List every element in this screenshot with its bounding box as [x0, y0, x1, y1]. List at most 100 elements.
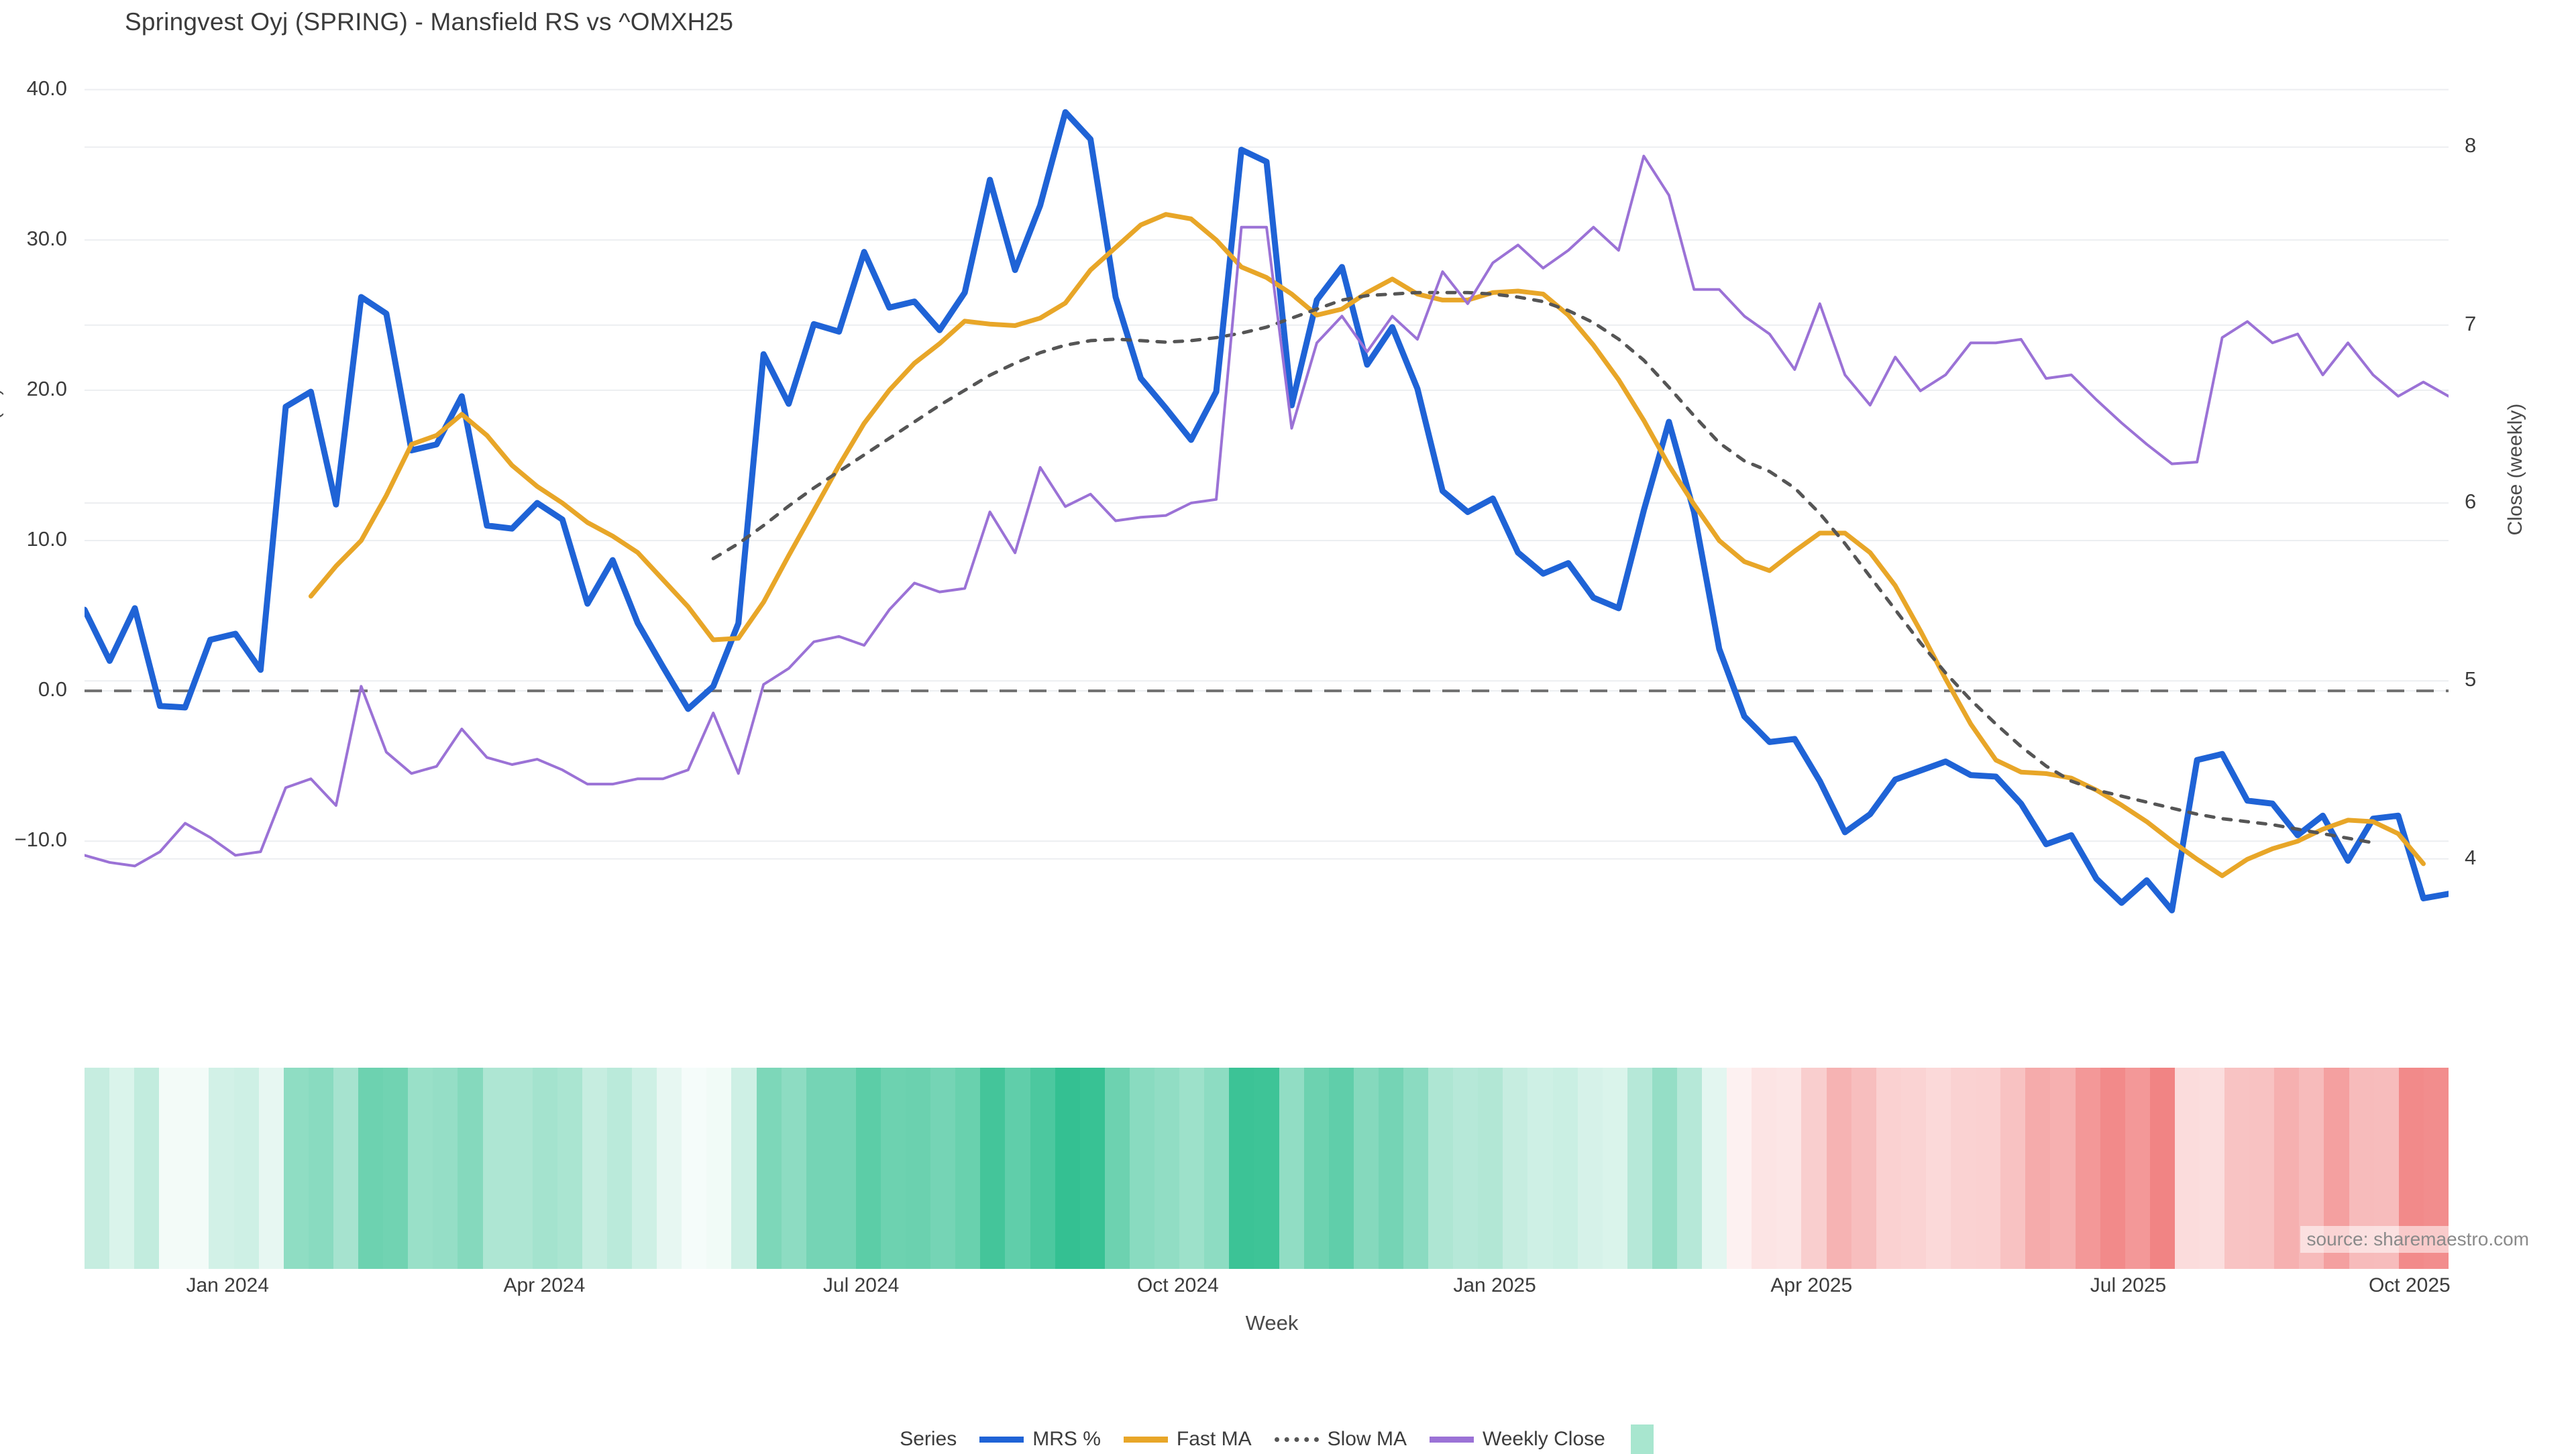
heatmap-cell — [1179, 1068, 1205, 1269]
y-axis-right-tick: 7 — [2465, 311, 2477, 335]
heatmap-cell — [1925, 1068, 1951, 1269]
plot-area — [85, 67, 2449, 939]
heatmap-cell — [1079, 1068, 1105, 1269]
series-line-fast-ma — [308, 212, 2426, 879]
legend-label: Fast MA — [1176, 1428, 1252, 1450]
heatmap-cell — [930, 1068, 956, 1269]
x-axis-tick: Jan 2025 — [1453, 1274, 1536, 1296]
heatmap-cell — [1976, 1068, 2001, 1269]
heatmap-cell — [1005, 1068, 1030, 1269]
relative-strength-heatmap — [85, 1068, 2449, 1269]
heatmap-cell — [1527, 1068, 1553, 1269]
x-axis-tick: Jul 2024 — [822, 1274, 900, 1296]
legend-title: Series — [900, 1428, 957, 1450]
heatmap-cell — [1776, 1068, 1802, 1269]
heatmap-cell — [2075, 1068, 2100, 1269]
y-axis-right-tick: 6 — [2465, 490, 2477, 513]
heatmap-cell — [1030, 1068, 1055, 1269]
source-attribution: source: sharemaestro.com — [2300, 1226, 2536, 1253]
heatmap-cell — [308, 1068, 333, 1269]
legend-item[interactable] — [1628, 1424, 1654, 1454]
heatmap-cell — [855, 1068, 881, 1269]
heatmap-cell — [85, 1068, 110, 1269]
x-axis-tick: Oct 2024 — [1136, 1274, 1219, 1296]
series-plot — [85, 89, 2449, 913]
heatmap-cell — [2149, 1068, 2175, 1269]
series-line-mrs- — [85, 109, 2449, 913]
heatmap-cell — [756, 1068, 782, 1269]
heatmap-cell — [1155, 1068, 1180, 1269]
heatmap-cell — [283, 1068, 309, 1269]
heatmap-cell — [1652, 1068, 1677, 1269]
heatmap-cell — [1204, 1068, 1230, 1269]
heatmap-cell — [1702, 1068, 1727, 1269]
heatmap-cell — [1951, 1068, 1976, 1269]
heatmap-cell — [657, 1068, 682, 1269]
heatmap-cell — [1104, 1068, 1130, 1269]
legend-item[interactable]: MRS % — [979, 1428, 1101, 1451]
heatmap-cell — [2249, 1068, 2275, 1269]
heatmap-cell — [2224, 1068, 2250, 1269]
y-axis-left-tick: −10.0 — [14, 828, 67, 852]
x-axis-label: Week — [1245, 1311, 1299, 1335]
heatmap-cell — [1129, 1068, 1155, 1269]
heatmap-cell — [1478, 1068, 1503, 1269]
heatmap-cell — [1453, 1068, 1479, 1269]
heatmap-cell — [682, 1068, 707, 1269]
legend-swatch — [1123, 1436, 1168, 1443]
heatmap-cell — [458, 1068, 483, 1269]
heatmap-cell — [1577, 1068, 1603, 1269]
heatmap-cell — [1552, 1068, 1578, 1269]
heatmap-cell — [1677, 1068, 1703, 1269]
heatmap-cell — [1328, 1068, 1354, 1269]
heatmap-cell — [906, 1068, 931, 1269]
heatmap-cell — [980, 1068, 1006, 1269]
legend-item[interactable]: Weekly Close — [1429, 1428, 1605, 1451]
heatmap-cell — [1627, 1068, 1652, 1269]
heatmap-cell — [1801, 1068, 1827, 1269]
legend-item[interactable]: Slow MA — [1274, 1428, 1407, 1451]
heatmap-cell — [2000, 1068, 2026, 1269]
heatmap-cell — [109, 1068, 135, 1269]
heatmap-cell — [258, 1068, 284, 1269]
heatmap-cell — [233, 1068, 259, 1269]
heatmap-cell — [1876, 1068, 1901, 1269]
heatmap-cell — [1279, 1068, 1304, 1269]
heatmap-cell — [1303, 1068, 1329, 1269]
heatmap-cell — [2274, 1068, 2300, 1269]
heatmap-cell — [184, 1068, 209, 1269]
legend-swatch — [979, 1436, 1024, 1443]
heatmap-cell — [1428, 1068, 1454, 1269]
x-axis-tick: Jan 2024 — [186, 1274, 269, 1296]
heatmap-cell — [606, 1068, 633, 1269]
heatmap-cell — [955, 1068, 981, 1269]
y-axis-right-label: Close (weekly) — [2504, 403, 2526, 536]
heatmap-cell — [433, 1068, 458, 1269]
chart-title: Springvest Oyj (SPRING) - Mansfield RS v… — [125, 8, 734, 36]
heatmap-cell — [1378, 1068, 1403, 1269]
heatmap-cell — [1602, 1068, 1627, 1269]
heatmap-cell — [1900, 1068, 1926, 1269]
heatmap-cell — [333, 1068, 359, 1269]
heatmap-cell — [731, 1068, 757, 1269]
legend-label: Weekly Close — [1482, 1428, 1605, 1450]
heatmap-cell — [582, 1068, 607, 1269]
y-axis-right-tick: 4 — [2465, 845, 2477, 869]
heatmap-cell — [1254, 1068, 1279, 1269]
chart-legend: Series MRS % Fast MA Slow MA Weekly Close — [0, 1424, 2576, 1454]
heatmap-cell — [358, 1068, 384, 1269]
legend-label: MRS % — [1032, 1428, 1101, 1450]
y-axis-left-tick: 40.0 — [26, 76, 67, 100]
x-axis-tick: Jul 2025 — [2090, 1274, 2167, 1296]
legend-swatch — [1429, 1436, 1474, 1443]
legend-swatch — [1274, 1437, 1319, 1442]
heatmap-cell — [1851, 1068, 1876, 1269]
heatmap-cell — [806, 1068, 831, 1269]
y-axis-left-tick: 10.0 — [26, 527, 67, 551]
legend-item[interactable]: Fast MA — [1123, 1428, 1252, 1451]
heatmap-cell — [209, 1068, 234, 1269]
heatmap-cell — [2199, 1068, 2225, 1269]
heatmap-cell — [2050, 1068, 2076, 1269]
heatmap-cell — [482, 1068, 508, 1269]
